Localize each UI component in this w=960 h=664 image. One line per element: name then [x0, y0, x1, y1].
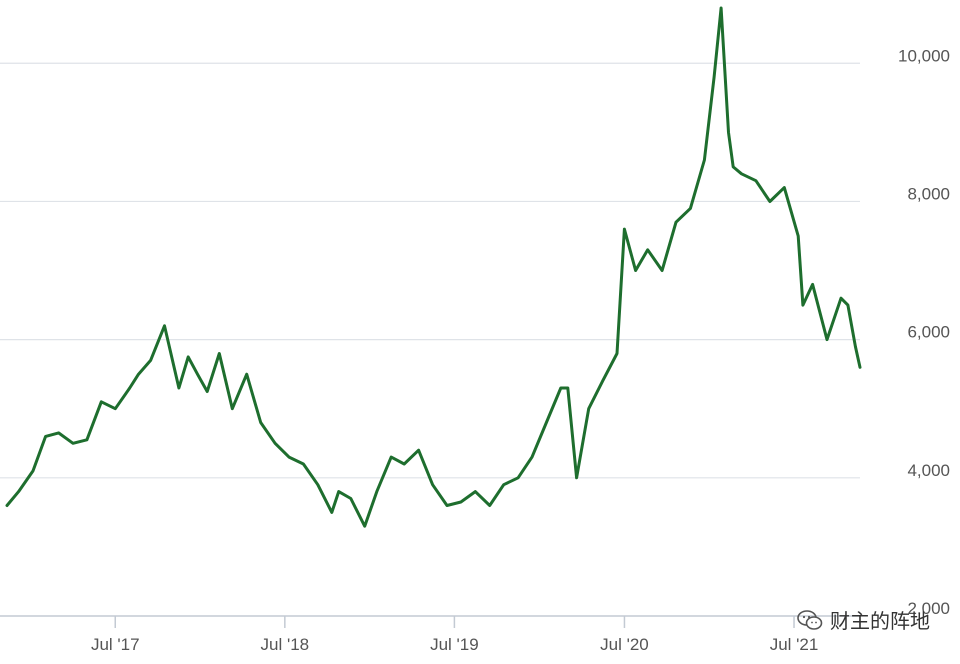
x-tick-label: Jul '19 [430, 635, 479, 654]
y-tick-labels: 2,000 4,000 6,000 8,000 10,000 [898, 46, 950, 618]
series-line [5, 6, 862, 528]
y-tick-label: 4,000 [907, 461, 950, 480]
watermark-text: 财主的阵地 [830, 609, 930, 633]
watermark: 财主的阵地 [796, 605, 930, 634]
y-tick-label: 2,000 [907, 599, 950, 618]
x-tick-label: Jul '21 [770, 635, 819, 654]
x-axis: Jul '17 Jul '18 Jul '19 Jul '20 Jul '21 [0, 615, 860, 654]
x-tick-label: Jul '17 [91, 635, 140, 654]
grid-lines [0, 62, 860, 479]
wechat-icon [797, 609, 823, 630]
x-tick-label: Jul '18 [261, 635, 310, 654]
series-group [5, 6, 862, 528]
y-tick-label: 6,000 [907, 323, 950, 342]
y-tick-label: 10,000 [898, 46, 950, 65]
x-tick-label: Jul '20 [600, 635, 649, 654]
y-tick-label: 8,000 [907, 184, 950, 203]
